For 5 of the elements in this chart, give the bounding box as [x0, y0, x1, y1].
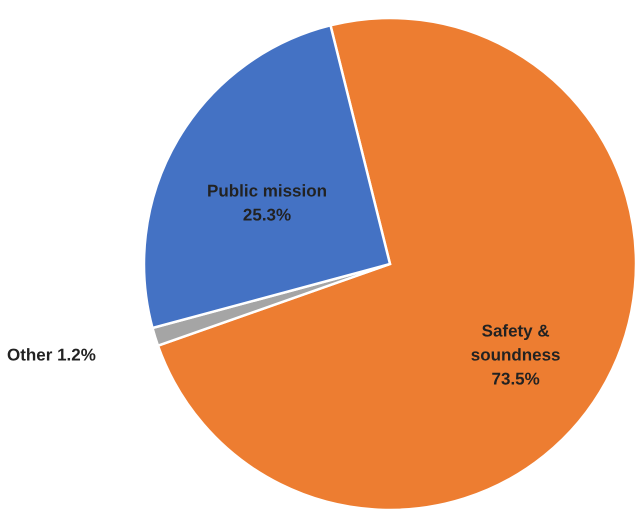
slice-label: Other 1.2%: [7, 345, 96, 364]
data-label: 25.3%: [242, 206, 292, 225]
slice-label: Public mission: [207, 182, 328, 201]
data-label: 73.5%: [492, 370, 540, 389]
slice-label: Safety & soundness: [470, 322, 560, 365]
